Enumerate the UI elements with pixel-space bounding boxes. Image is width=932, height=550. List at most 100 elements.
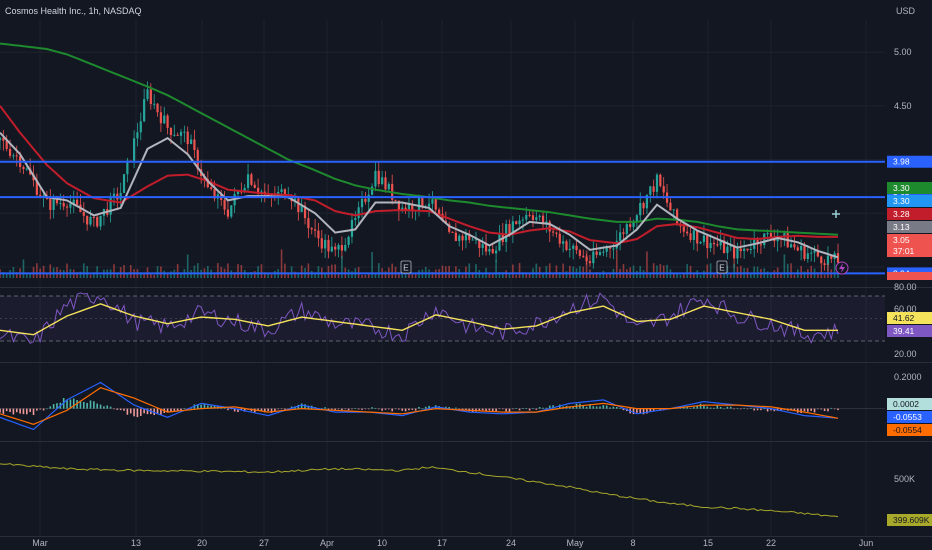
candle-body (350, 219, 354, 237)
volume-bar (800, 265, 802, 278)
macd-tick-label: 0.2000 (894, 372, 922, 382)
volume-bar (729, 273, 732, 278)
macd-histogram-bar (458, 408, 461, 410)
candle-body (659, 174, 662, 187)
volume-bar (257, 266, 259, 278)
volume-bar (213, 274, 216, 278)
time-axis-label: 17 (437, 538, 447, 548)
volume-bar (411, 273, 414, 278)
candle-body (706, 235, 709, 249)
volume-bar (374, 272, 377, 278)
volume-bar (445, 266, 447, 278)
candle-body (699, 242, 702, 244)
volume-bar (99, 274, 102, 278)
candle-body (411, 203, 414, 211)
rsi-badge: 39.41 (893, 326, 915, 336)
macd-histogram-bar (69, 399, 72, 409)
price-panel[interactable]: 5.004.50 EE 3.983.653.303.303.283.133.05… (0, 42, 932, 280)
candle-body (367, 194, 370, 202)
candle-body (193, 139, 196, 150)
candle-body (370, 186, 374, 195)
candle-body (153, 103, 156, 105)
lightning-icon[interactable] (835, 261, 849, 275)
volume-bar (471, 272, 474, 278)
volume-bar (237, 264, 239, 278)
candle-body (344, 244, 347, 251)
candle-body (434, 199, 437, 210)
macd-histogram-bar (32, 408, 35, 416)
volume-bar (367, 273, 370, 278)
macd-histogram-bar (411, 408, 414, 410)
volume-bar (83, 263, 85, 278)
macd-histogram-bar (699, 403, 702, 409)
candle-body (749, 248, 752, 251)
volume-bar (227, 263, 229, 278)
macd-histogram-bar (22, 408, 25, 415)
volume-bar (408, 273, 410, 278)
macd-histogram-bar (180, 408, 182, 411)
price-badge-bg (887, 245, 932, 257)
rsi-panel[interactable]: 80.00 60.00 20.00 41.62 39.41 (0, 282, 932, 359)
volume-bar (113, 264, 115, 278)
candle-body (206, 179, 209, 188)
volume-bar (150, 273, 152, 278)
macd-histogram-bar (746, 408, 749, 410)
macd-histogram-bar (136, 408, 139, 418)
candle-body (709, 242, 712, 249)
macd-histogram-bar (813, 408, 816, 413)
candle-body (448, 223, 451, 232)
volume-bar (515, 274, 518, 278)
volume-bar (247, 273, 249, 278)
volume-bar (542, 273, 544, 278)
volume-bar (86, 266, 88, 278)
volume-bar (786, 263, 789, 278)
macd-histogram-bar (595, 406, 598, 409)
macd-histogram-bar (716, 405, 719, 409)
price-badge-bg (887, 221, 932, 233)
volume-bar (351, 271, 353, 278)
candle-body (836, 253, 840, 263)
price-badge-bg (887, 195, 932, 207)
macd-histogram-bar (210, 405, 212, 409)
macd-histogram-bar (491, 408, 494, 412)
volume-bar (123, 265, 125, 278)
volume-panel[interactable]: 500K 399.609K (0, 463, 932, 526)
macd-histogram-bar (773, 408, 776, 412)
volume-bar (569, 265, 571, 278)
candle-body (86, 215, 89, 225)
macd-histogram-bar (280, 408, 283, 410)
macd-histogram-bar (86, 402, 88, 409)
macd-histogram-bar (615, 407, 618, 409)
time-axis-label: 10 (377, 538, 387, 548)
volume-bar (270, 274, 273, 278)
macd-panel[interactable]: 0.2000 0.0002 -0.0553 -0.0554 (0, 372, 932, 436)
volume-bar (827, 263, 829, 278)
macd-histogram-bar (334, 408, 336, 411)
volume-bar (307, 263, 310, 278)
volume-bar (5, 274, 8, 278)
volume-bar (639, 265, 642, 278)
macd-histogram-bar (213, 405, 216, 409)
macd-histogram-bar (525, 408, 528, 409)
candle-body (96, 217, 99, 227)
candle-body (25, 168, 28, 170)
macd-histogram-bar (42, 408, 45, 411)
volume-bar (284, 263, 286, 278)
candle-body (454, 232, 457, 242)
macd-histogram-bar (455, 407, 457, 409)
candle-body (59, 202, 62, 204)
horizontal-levels[interactable] (0, 160, 885, 275)
volume-bar (733, 263, 735, 278)
macd-histogram-bar (609, 407, 611, 409)
macd-histogram-bar (123, 408, 125, 411)
candle-body (498, 233, 501, 251)
candle-body (608, 247, 612, 249)
candle-body (226, 209, 230, 217)
macd-histogram-bar (793, 408, 796, 411)
candle-body (578, 250, 581, 256)
time-axis[interactable]: Mar 13 20 27 Apr 10 17 24 May 8 15 22 Jun (0, 536, 932, 549)
volume-bar (93, 272, 95, 278)
candle-body (508, 224, 511, 234)
